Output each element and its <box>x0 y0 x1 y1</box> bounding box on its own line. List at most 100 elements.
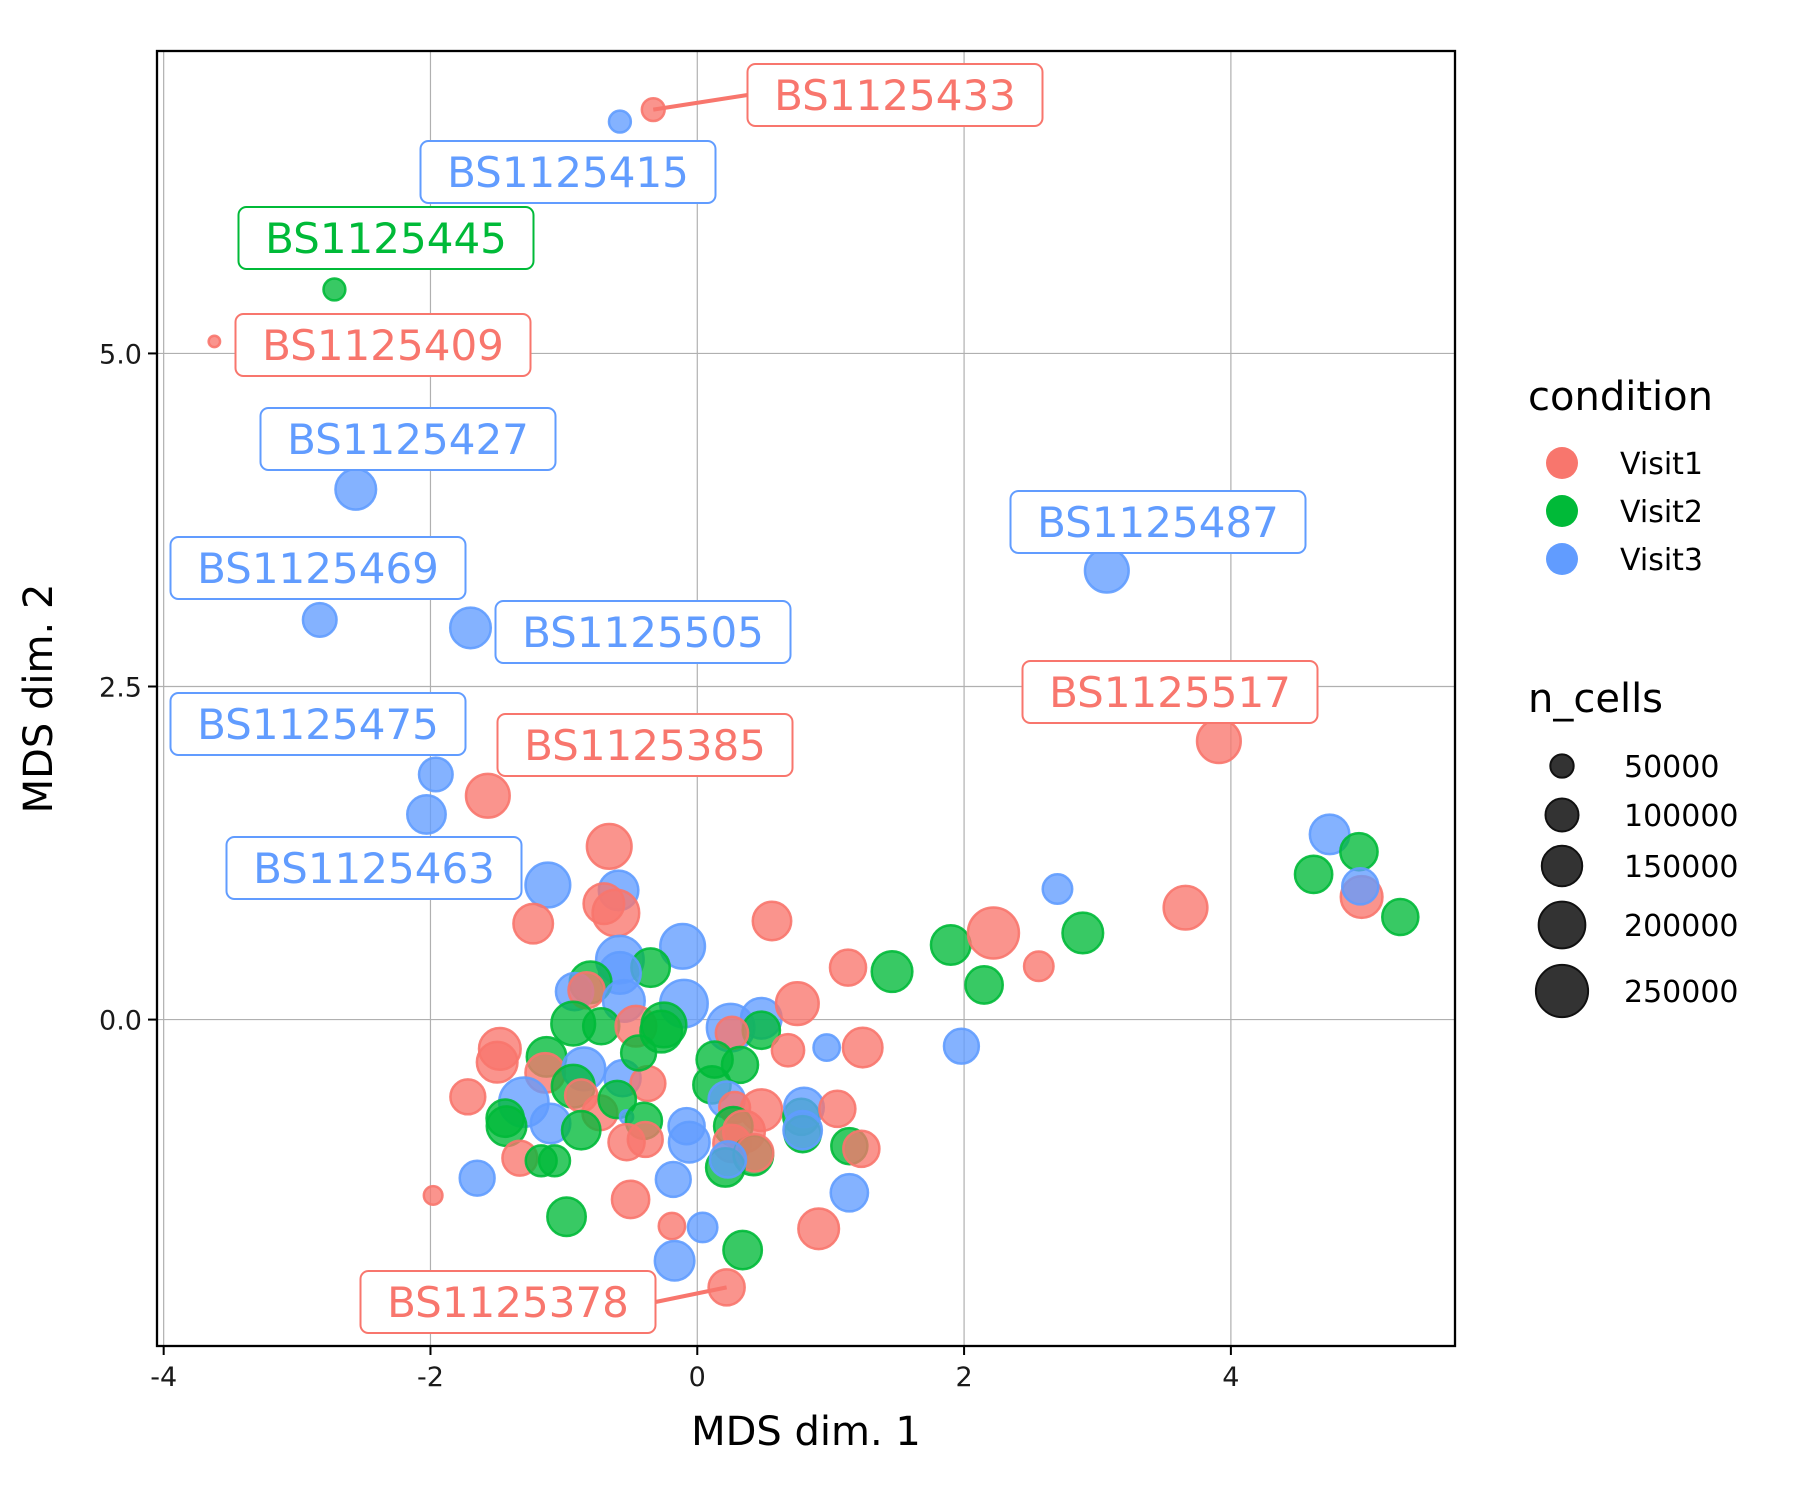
label-box <box>419 140 717 204</box>
legend-size-title: n_cells <box>1528 676 1663 722</box>
data-point-visit2 <box>581 1006 621 1046</box>
data-point-visit1 <box>585 822 633 870</box>
data-point-visit2 <box>870 950 914 994</box>
point-label-bs1125433: BS1125433 <box>652 63 1044 127</box>
data-point-visit1 <box>1022 950 1055 983</box>
x-tick-label: 0 <box>689 1362 706 1393</box>
point-label-bs1125385: BS1125385 <box>496 713 794 777</box>
data-point-visit1 <box>797 1207 841 1251</box>
data-point-visit3 <box>458 1159 496 1197</box>
legend-color-entries: Visit1 Visit2 Visit3 <box>1546 447 1703 578</box>
legend-size-entries: 50000 100000 150000 200000 250000 <box>1534 750 1739 1019</box>
x-axis-ticks: -4 -2 0 2 4 <box>150 1346 1239 1393</box>
label-box <box>169 536 467 600</box>
data-points <box>207 96 1420 1307</box>
label-text: BS1125445 <box>265 214 507 263</box>
data-point-visit3 <box>654 1160 692 1199</box>
legend: condition Visit1 Visit2 Visit3 n_cells 500… <box>1528 374 1739 1019</box>
data-point-visit1 <box>1195 718 1242 765</box>
legend-swatch-visit1 <box>1546 447 1578 479</box>
data-point-visit3 <box>524 861 572 909</box>
plot-border <box>155 49 1457 1348</box>
point-label-bs1125445: BS1125445 <box>237 206 535 270</box>
legend-label-visit1: Visit1 <box>1620 447 1703 482</box>
data-point-visit2 <box>597 1079 638 1120</box>
data-point-visit1 <box>475 1040 519 1084</box>
data-point-visit2 <box>560 1109 602 1151</box>
label-box <box>225 836 523 900</box>
data-point-visit2 <box>964 965 1004 1005</box>
data-point-visit2 <box>322 277 347 302</box>
y-tick-label: 5.0 <box>99 339 142 370</box>
legend-size-swatch <box>1540 844 1584 888</box>
label-box <box>494 600 792 664</box>
legend-size-label: 200000 <box>1624 909 1739 944</box>
legend-size-label: 250000 <box>1624 975 1739 1010</box>
legend-size-swatch <box>1537 900 1587 950</box>
label-box <box>1009 490 1307 554</box>
point-label-bs1125505: BS1125505 <box>494 600 792 664</box>
label-text: BS1125378 <box>387 1278 629 1327</box>
data-point-visit1 <box>841 1026 884 1069</box>
data-point-visit3 <box>659 922 707 970</box>
data-point-visit3 <box>942 1027 981 1065</box>
label-leader-line <box>652 93 748 112</box>
label-box <box>359 1270 657 1334</box>
data-point-visit3 <box>686 1211 719 1244</box>
x-tick-label: 2 <box>955 1362 972 1393</box>
data-point-visit1 <box>610 1179 651 1220</box>
data-point-visit3 <box>406 793 447 835</box>
point-label-bs1125378: BS1125378 <box>359 1270 728 1334</box>
legend-size-swatch <box>1549 753 1575 779</box>
legend-label-visit3: Visit3 <box>1620 543 1703 578</box>
data-point-visit3 <box>1083 547 1130 594</box>
data-point-visit1 <box>464 772 511 819</box>
data-point-visit1 <box>842 1129 881 1169</box>
y-tick-label: 2.5 <box>99 673 142 704</box>
label-box <box>496 713 794 777</box>
data-point-visit3 <box>607 109 633 134</box>
data-point-visit1 <box>657 1211 687 1241</box>
point-label-bs1125409: BS1125409 <box>234 313 532 377</box>
data-point-visit3 <box>829 1172 870 1213</box>
data-point-visit3 <box>301 601 338 638</box>
data-point-visit1 <box>774 980 820 1027</box>
data-point-visit1 <box>818 1089 857 1129</box>
data-point-visit1 <box>966 906 1021 960</box>
point-label-bs1125427: BS1125427 <box>259 407 557 471</box>
data-point-visit1 <box>751 900 793 942</box>
x-tick-label: -4 <box>150 1362 177 1393</box>
label-text: BS1125517 <box>1049 668 1291 717</box>
legend-swatch-visit2 <box>1546 495 1578 527</box>
data-point-visit1 <box>770 1032 806 1068</box>
data-point-visit2 <box>1339 831 1379 872</box>
label-text: BS1125505 <box>522 608 764 657</box>
data-point-visit3 <box>417 756 454 793</box>
label-text: BS1125475 <box>197 700 439 749</box>
point-label-bs1125469: BS1125469 <box>169 536 467 600</box>
label-text: BS1125487 <box>1037 498 1279 547</box>
label-box <box>259 407 557 471</box>
data-point-visit1 <box>591 888 641 938</box>
label-text: BS1125463 <box>253 844 495 893</box>
x-tick-label: 4 <box>1222 1362 1239 1393</box>
label-box <box>1021 660 1319 724</box>
y-axis-ticks: 0.0 2.5 5.0 <box>99 339 157 1037</box>
data-point-visit1 <box>626 1120 664 1159</box>
data-point-visit3 <box>1340 867 1380 906</box>
point-label-bs1125463: BS1125463 <box>225 836 523 900</box>
legend-size-label: 100000 <box>1624 799 1739 834</box>
label-text: BS1125415 <box>447 148 689 197</box>
data-point-visit3 <box>708 1140 748 1179</box>
y-axis-title: MDS dim. 2 <box>16 584 62 814</box>
legend-size-swatch <box>1544 797 1580 833</box>
data-point-visit2 <box>722 1229 764 1271</box>
data-point-visit2 <box>1293 854 1334 895</box>
label-box <box>746 63 1044 127</box>
label-leader-line <box>655 1285 728 1304</box>
data-point-visit3 <box>448 606 493 650</box>
legend-swatch-visit3 <box>1546 543 1578 575</box>
data-point-visit1 <box>512 902 555 945</box>
data-point-visit3 <box>653 1239 696 1282</box>
y-tick-label: 0.0 <box>99 1006 142 1037</box>
